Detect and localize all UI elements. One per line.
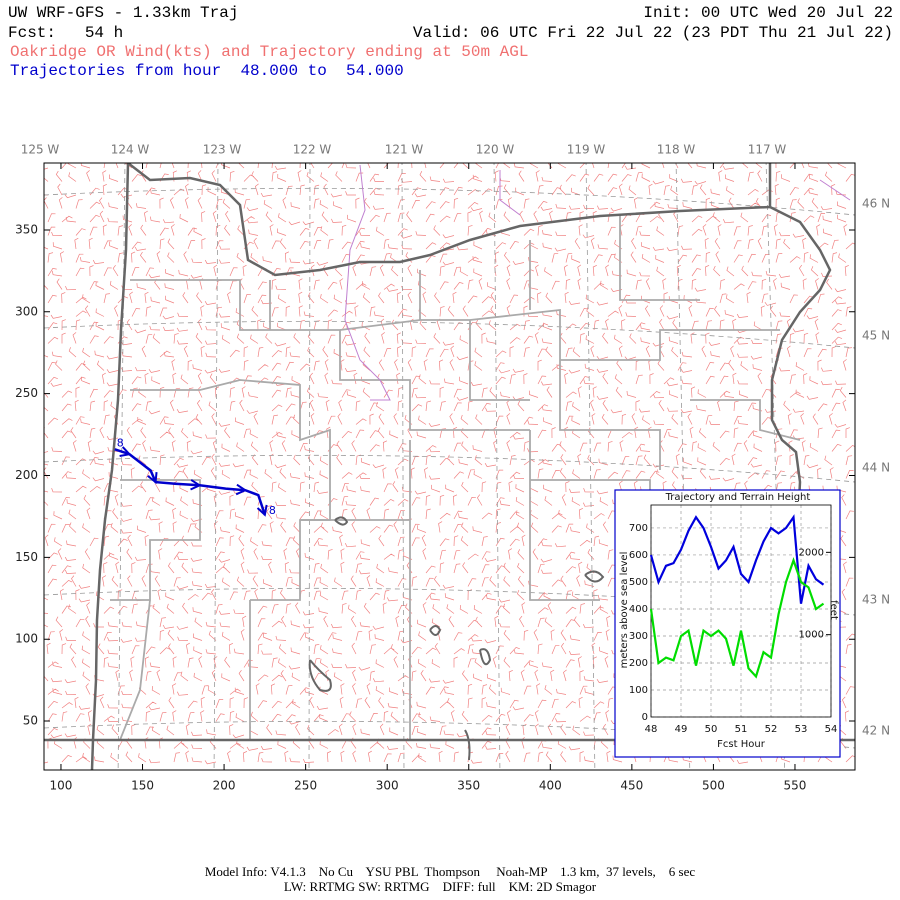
x-tick-label: 150 bbox=[131, 779, 154, 793]
county-line bbox=[269, 215, 801, 441]
x-tick-label: 48 bbox=[645, 724, 658, 735]
longitude-label: 121 W bbox=[385, 143, 424, 157]
longitude-label: 120 W bbox=[476, 143, 515, 157]
end-marker: 8 bbox=[269, 504, 276, 517]
inset-title: Trajectory and Terrain Height bbox=[665, 492, 811, 503]
y-axis-label: meters above sea level bbox=[619, 552, 630, 669]
series-line bbox=[649, 514, 825, 604]
latitude-label: 44 N bbox=[862, 461, 890, 475]
county-lines bbox=[110, 215, 801, 741]
series-line bbox=[649, 557, 825, 679]
longitude-label: 125 W bbox=[21, 143, 60, 157]
longitude-label: 117 W bbox=[748, 143, 787, 157]
longitude-label: 119 W bbox=[567, 143, 606, 157]
rivers bbox=[344, 164, 851, 401]
valid-time: Valid: 06 UTC Fri 22 Jul 22 (23 PDT Thu … bbox=[413, 24, 893, 42]
y2-tick-label: 1000 bbox=[799, 630, 824, 641]
y-tick-label: 600 bbox=[629, 550, 648, 561]
longitude-label: 124 W bbox=[111, 143, 150, 157]
x-tick-label: 450 bbox=[620, 779, 643, 793]
x-tick-label: 350 bbox=[457, 779, 480, 793]
trajectory-arrow bbox=[147, 472, 158, 484]
x-tick-label: 54 bbox=[825, 724, 838, 735]
lakes bbox=[308, 516, 605, 761]
y-tick-label: 200 bbox=[15, 468, 38, 482]
x-tick-label: 200 bbox=[213, 779, 236, 793]
y-tick-label: 400 bbox=[629, 604, 648, 615]
coastline bbox=[90, 163, 130, 770]
parallels bbox=[44, 187, 855, 749]
x-tick-label: 49 bbox=[675, 724, 688, 735]
trajectory-arrow bbox=[256, 504, 268, 517]
wind-barbs bbox=[44, 163, 855, 765]
inset-chart: Trajectory and Terrain Height Fcst Hour … bbox=[614, 489, 841, 758]
longitude-label: 123 W bbox=[203, 143, 242, 157]
map: 88 100 150 200 250 300 350 400 450 500 5505010015… bbox=[15, 143, 890, 793]
forecast-hour: Fcst: 54 h bbox=[8, 24, 123, 42]
y2-tick-label: 2000 bbox=[799, 547, 824, 558]
meridians bbox=[117, 163, 786, 770]
trajectory-range: Trajectories from hour 48.000 to 54.000 bbox=[10, 62, 404, 80]
y-tick-label: 700 bbox=[629, 523, 648, 534]
physics-info: LW: RRTMG SW: RRTMG DIFF: full KM: 2D Sm… bbox=[284, 879, 597, 894]
x-tick-label: 100 bbox=[50, 779, 73, 793]
county-line bbox=[300, 430, 651, 740]
map-subtitle: Oakridge OR Wind(kts) and Trajectory end… bbox=[10, 43, 528, 61]
x-tick-label: 50 bbox=[705, 724, 718, 735]
geography bbox=[44, 163, 855, 770]
longitude-label: 122 W bbox=[293, 143, 332, 157]
y-tick-label: 250 bbox=[15, 386, 38, 400]
model-info: Model Info: V4.1.3 No Cu YSU PBL Thompso… bbox=[205, 864, 695, 879]
x-tick-label: 52 bbox=[765, 724, 778, 735]
trajectory-line bbox=[114, 448, 267, 516]
x-axis-label: Fcst Hour bbox=[717, 739, 766, 750]
y-tick-label: 500 bbox=[629, 577, 648, 588]
x-tick-label: 300 bbox=[376, 779, 399, 793]
y-tick-label: 100 bbox=[629, 685, 648, 696]
x-tick-label: 51 bbox=[735, 724, 748, 735]
trajectory-arrow bbox=[119, 446, 132, 457]
county-line bbox=[110, 479, 251, 741]
y-tick-label: 200 bbox=[629, 658, 648, 669]
model-title: UW WRF-GFS - 1.33km Traj bbox=[8, 4, 238, 22]
trajectory-arrow bbox=[190, 479, 202, 491]
init-time: Init: 00 UTC Wed 20 Jul 22 bbox=[643, 4, 893, 22]
y-tick-label: 0 bbox=[642, 712, 648, 723]
map-frame bbox=[43, 162, 856, 771]
y-tick-label: 350 bbox=[15, 222, 38, 236]
longitude-label: 118 W bbox=[657, 143, 696, 157]
latitude-label: 43 N bbox=[862, 593, 890, 607]
y2-axis-label: feet bbox=[828, 600, 839, 620]
county-line bbox=[130, 379, 331, 601]
latitude-label: 45 N bbox=[862, 329, 890, 343]
y-tick-label: 300 bbox=[629, 631, 648, 642]
x-tick-label: 53 bbox=[795, 724, 808, 735]
latitude-label: 42 N bbox=[862, 724, 890, 738]
latitude-label: 46 N bbox=[862, 197, 890, 211]
x-tick-label: 500 bbox=[702, 779, 725, 793]
county-line bbox=[339, 308, 780, 470]
graticule bbox=[44, 163, 855, 770]
x-tick-label: 250 bbox=[294, 779, 317, 793]
x-tick-label: 550 bbox=[784, 779, 807, 793]
trajectory-layer: 88 bbox=[114, 436, 276, 517]
county-line bbox=[130, 279, 530, 431]
y-tick-label: 150 bbox=[15, 550, 38, 564]
y-tick-label: 50 bbox=[23, 714, 38, 728]
trajectory-arrow bbox=[235, 483, 248, 496]
y-tick-label: 300 bbox=[15, 304, 38, 318]
x-tick-label: 400 bbox=[539, 779, 562, 793]
wind-field bbox=[44, 163, 855, 765]
y-tick-label: 100 bbox=[15, 632, 38, 646]
start-marker: 8 bbox=[117, 436, 124, 449]
river bbox=[344, 164, 851, 401]
